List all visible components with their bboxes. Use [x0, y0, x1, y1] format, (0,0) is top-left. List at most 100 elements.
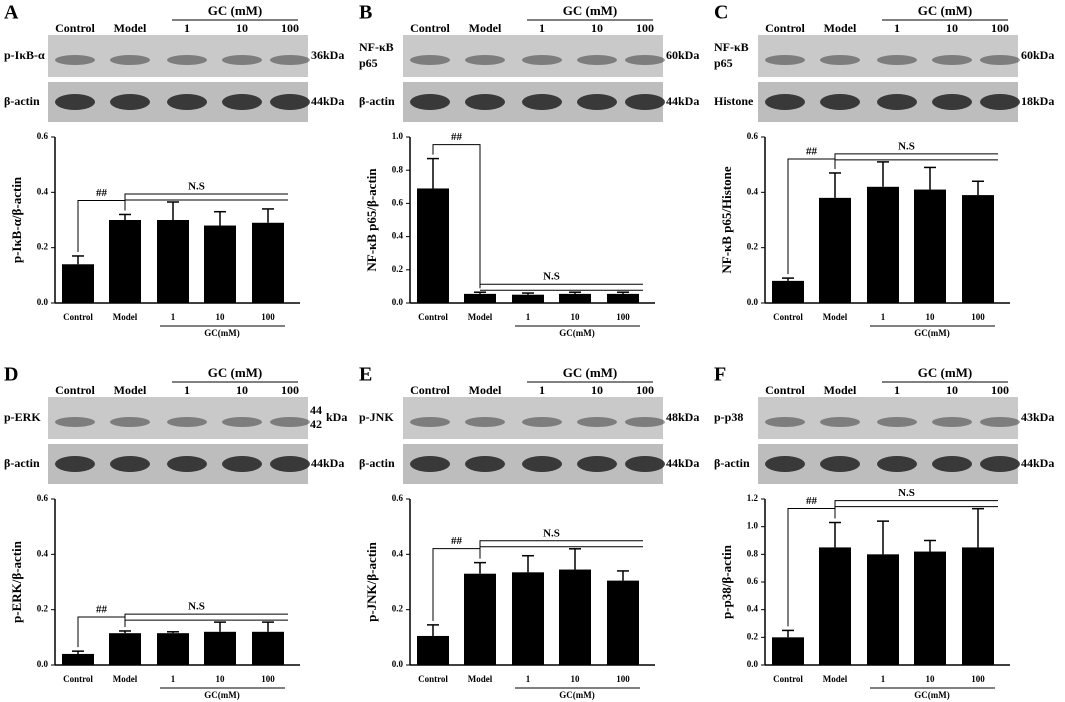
- sig-bracket: [787, 508, 836, 627]
- lane-label: 10: [236, 21, 248, 35]
- blot-band: [625, 456, 665, 472]
- blot-band: [522, 55, 562, 65]
- size-label: 44kDa: [666, 456, 699, 470]
- ns-label: N.S: [898, 487, 915, 499]
- ns-line: [479, 540, 643, 549]
- bar: [867, 554, 899, 665]
- group-label: GC (mM): [208, 365, 263, 380]
- group-label: GC(mM): [914, 690, 950, 700]
- x-tick-label: 100: [971, 312, 985, 322]
- size-label: 44kDa: [666, 94, 699, 108]
- blot-band: [110, 456, 150, 472]
- y-axis-title: p-ERK/β-actin: [9, 540, 24, 623]
- y-tick-label: 0.2: [747, 242, 759, 252]
- bar: [607, 293, 639, 303]
- bar: [962, 547, 994, 665]
- lane-label: 10: [591, 383, 603, 397]
- x-tick-label: 10: [216, 674, 226, 684]
- blot-band: [877, 417, 917, 427]
- group-label: GC(mM): [559, 690, 595, 700]
- bar: [252, 631, 284, 665]
- blot-band: [55, 94, 95, 110]
- ns-line: [124, 613, 288, 621]
- x-tick-label: Model: [113, 674, 138, 684]
- y-axis-title: p-IκB-α/β-actin: [9, 176, 24, 263]
- y-tick-label: 1.0: [747, 521, 759, 531]
- x-tick-label: 10: [926, 674, 936, 684]
- panel-label: B: [359, 2, 372, 24]
- x-tick-label: 1: [881, 674, 886, 684]
- y-tick-label: 0.2: [392, 604, 404, 614]
- x-tick-label: 10: [926, 312, 936, 322]
- blot-band: [820, 456, 860, 472]
- x-tick-label: 10: [571, 674, 581, 684]
- blot-band: [410, 94, 450, 110]
- sig-label: ##: [96, 187, 108, 199]
- x-tick-label: 10: [571, 312, 581, 322]
- blot-band: [270, 456, 310, 472]
- bar: [914, 189, 946, 303]
- bar: [819, 547, 851, 665]
- x-tick-label: 100: [261, 312, 275, 322]
- y-axis-title: NF-κB p65/Histone: [719, 166, 734, 273]
- y-tick-label: 0.4: [37, 548, 49, 558]
- bar: [157, 220, 189, 303]
- blot-band: [625, 94, 665, 110]
- x-tick-label: 100: [971, 674, 985, 684]
- y-tick-label: 0.0: [747, 659, 759, 669]
- protein-label: β-actin: [4, 456, 40, 470]
- blot-strip: [403, 35, 663, 77]
- blot-band: [980, 55, 1020, 65]
- blot-band: [522, 417, 562, 427]
- bar: [559, 569, 591, 665]
- bar: [417, 635, 449, 665]
- blot-band: [980, 417, 1020, 427]
- protein-label: p-IκB-α: [4, 48, 45, 62]
- sig-label: ##: [451, 131, 463, 143]
- blot-band: [222, 55, 262, 65]
- blot-band: [465, 417, 505, 427]
- size-label: 44kDa: [311, 94, 344, 108]
- size-label: 48kDa: [666, 410, 699, 424]
- lane-label: 100: [991, 383, 1009, 397]
- x-tick-label: Control: [63, 674, 93, 684]
- bar: [204, 225, 236, 303]
- bar: [607, 580, 639, 665]
- bar: [464, 293, 496, 303]
- x-tick-label: 1: [171, 674, 176, 684]
- bar: [464, 573, 496, 665]
- x-tick-label: Model: [468, 674, 493, 684]
- bar: [204, 631, 236, 665]
- x-tick-label: Model: [113, 312, 138, 322]
- blot-band: [465, 456, 505, 472]
- x-tick-label: Control: [63, 312, 93, 322]
- x-tick-label: Model: [823, 674, 848, 684]
- y-tick-label: 0.2: [37, 242, 49, 252]
- protein-label: NF-κB: [714, 40, 749, 54]
- blot-band: [577, 456, 617, 472]
- size-label: 44: [310, 403, 322, 417]
- blot-band: [167, 456, 207, 472]
- blot-band: [55, 55, 95, 65]
- bar: [772, 280, 804, 303]
- lane-label: 10: [946, 21, 958, 35]
- lane-label: 1: [539, 383, 545, 397]
- y-tick-label: 1.0: [392, 131, 404, 141]
- sig-bracket: [787, 158, 836, 275]
- bar: [772, 637, 804, 665]
- ns-line: [834, 153, 998, 161]
- lane-label: Control: [410, 21, 450, 35]
- y-tick-label: 0.0: [392, 659, 404, 669]
- blot-band: [222, 94, 262, 110]
- blot-band: [625, 55, 665, 65]
- sig-label: ##: [806, 145, 818, 157]
- y-tick-label: 0.2: [37, 604, 49, 614]
- blot-band: [765, 94, 805, 110]
- sig-label: ##: [451, 535, 463, 547]
- y-tick-label: 0.4: [747, 604, 759, 614]
- y-axis-title: p-p38/β-actin: [719, 544, 734, 619]
- lane-label: Control: [55, 383, 95, 397]
- lane-label: Control: [55, 21, 95, 35]
- lane-label: Model: [824, 21, 857, 35]
- protein-label: β-actin: [4, 94, 40, 108]
